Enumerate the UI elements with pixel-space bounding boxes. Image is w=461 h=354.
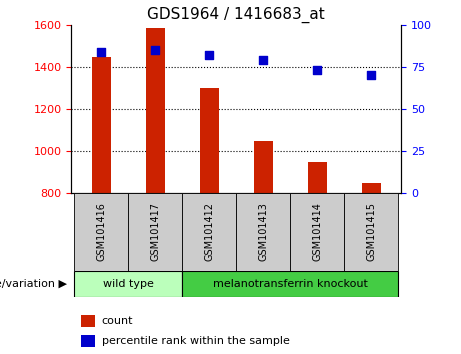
Point [97, 49, 105, 55]
Text: GSM101417: GSM101417 [150, 202, 160, 261]
Point [368, 72, 375, 78]
Text: wild type: wild type [103, 279, 154, 289]
Bar [128, 193, 182, 271]
Text: GSM101415: GSM101415 [366, 202, 376, 261]
Point [260, 57, 267, 63]
Text: count: count [101, 316, 133, 326]
Text: GSM101412: GSM101412 [204, 202, 214, 261]
Bar [344, 193, 398, 271]
Bar [81, 335, 95, 347]
Bar [146, 28, 165, 193]
Point [152, 47, 159, 53]
Bar [362, 183, 381, 193]
Text: GSM101414: GSM101414 [312, 202, 322, 261]
Title: GDS1964 / 1416683_at: GDS1964 / 1416683_at [148, 7, 325, 23]
Text: melanotransferrin knockout: melanotransferrin knockout [213, 279, 368, 289]
Bar [182, 193, 236, 271]
Bar [308, 162, 327, 193]
Text: GSM101416: GSM101416 [96, 202, 106, 261]
Point [313, 67, 321, 73]
Text: percentile rank within the sample: percentile rank within the sample [101, 336, 290, 346]
Text: genotype/variation ▶: genotype/variation ▶ [0, 279, 67, 289]
Bar [92, 57, 111, 193]
Bar [81, 315, 95, 327]
Bar [290, 193, 344, 271]
Bar [200, 88, 219, 193]
Bar [236, 193, 290, 271]
Point [206, 52, 213, 58]
Bar [74, 271, 182, 297]
Bar [74, 193, 128, 271]
Bar [254, 141, 273, 193]
Text: GSM101413: GSM101413 [258, 202, 268, 261]
Bar [182, 271, 398, 297]
